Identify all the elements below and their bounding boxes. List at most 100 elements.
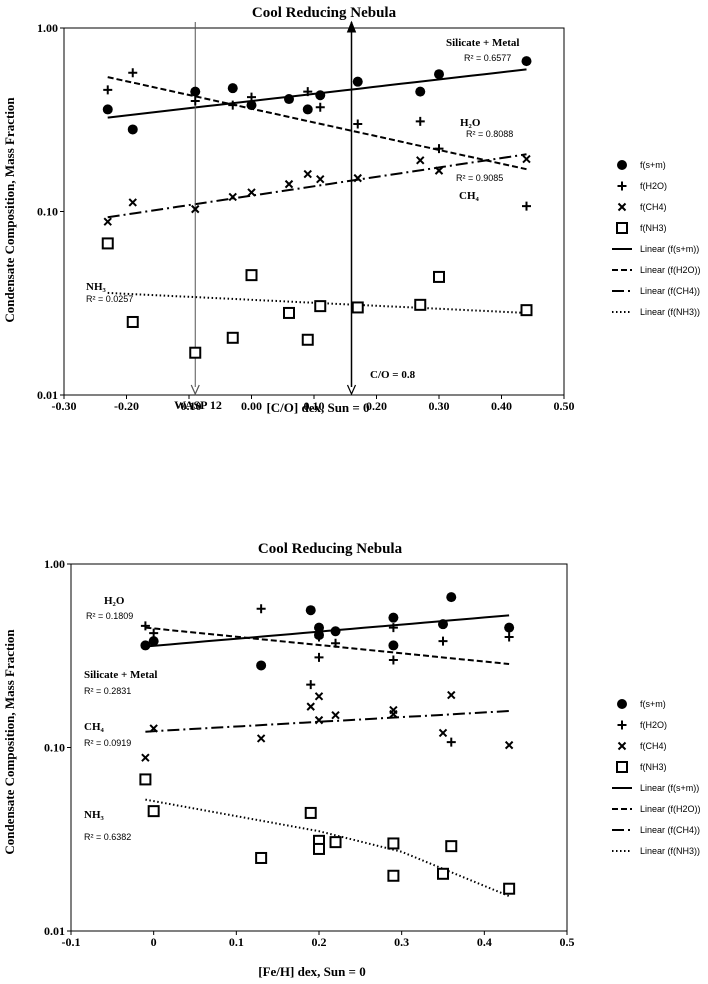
data-point	[314, 692, 324, 701]
data-point	[302, 104, 313, 115]
y-tick-label: 0.01	[44, 924, 65, 938]
data-point	[438, 636, 448, 646]
data-point	[149, 724, 158, 733]
co-ratio-label: C/O = 0.8	[370, 369, 416, 381]
legend-label: f(s+m)	[640, 699, 666, 709]
label-nh3: NH₃	[84, 809, 105, 821]
data-point	[521, 56, 532, 67]
data-point	[303, 169, 312, 179]
y-axis-label: Condensate Composition, Mass Fraction	[2, 629, 17, 855]
data-point	[314, 622, 324, 633]
label-silicate-metal: Silicate + Metal	[446, 37, 519, 49]
data-point	[128, 68, 138, 78]
data-point	[227, 83, 238, 94]
x-tick-label: -0.20	[114, 399, 139, 413]
arrow-up-icon	[346, 20, 357, 33]
y-tick-label: 0.01	[37, 388, 58, 402]
data-point	[245, 269, 258, 282]
x-tick-label: 0.30	[429, 399, 450, 413]
data-point	[103, 85, 113, 95]
legend-label: f(s+m)	[640, 160, 666, 170]
data-point	[256, 604, 266, 614]
r2-ch4: R² = 0.9085	[456, 173, 503, 183]
legend-label: Linear (f(s+m))	[640, 244, 699, 254]
x-tick-label: -0.10	[177, 399, 202, 413]
legend-label: Linear (f(CH4))	[640, 825, 700, 835]
x-tick-label: 0.10	[304, 399, 325, 413]
x-tick-label: 0.5	[560, 935, 575, 949]
label-h2o: H₂O	[104, 595, 125, 607]
data-point	[314, 632, 324, 642]
data-point	[522, 154, 531, 164]
r2-ch4: R² = 0.0919	[84, 738, 131, 748]
chart-co: Cool Reducing Nebula [C/O] dex, Sun = 0 …	[2, 5, 701, 415]
data-point	[283, 306, 295, 319]
label-h2o: H₂O	[460, 117, 481, 129]
x-tick-label: -0.1	[62, 935, 81, 949]
data-point	[149, 628, 159, 638]
trendline	[145, 710, 510, 733]
chart-title: Cool Reducing Nebula	[252, 5, 397, 21]
plot-frame	[70, 563, 568, 932]
data-point	[306, 680, 316, 690]
legend-marker	[616, 222, 628, 234]
data-point	[190, 96, 200, 106]
trendline	[107, 153, 527, 219]
y-axis-label: Condensate Composition, Mass Fraction	[2, 97, 17, 323]
data-point	[301, 333, 314, 346]
data-point	[388, 623, 398, 633]
label-ch4: CH₄	[84, 721, 105, 733]
label-nh3: NH₃	[86, 281, 107, 293]
legend-label: Linear (f(NH3))	[640, 846, 700, 856]
y-tick-label: 1.00	[37, 21, 58, 35]
data-point	[446, 737, 456, 747]
data-point	[387, 869, 400, 882]
data-point	[331, 710, 340, 720]
data-point	[102, 104, 113, 115]
legend-marker	[617, 160, 627, 170]
data-point	[305, 605, 316, 616]
data-point	[389, 709, 398, 719]
label-silicate-metal: Silicate + Metal	[84, 669, 157, 681]
data-point	[331, 638, 341, 648]
data-point	[101, 237, 114, 250]
trendline	[107, 291, 527, 314]
x-tick-label: 0.1	[229, 935, 244, 949]
y-tick-label: 1.00	[44, 557, 65, 571]
data-point	[228, 192, 237, 202]
r2-h2o: R² = 0.1809	[86, 611, 133, 621]
data-point	[246, 100, 257, 111]
data-point	[190, 86, 201, 97]
legend-marker	[616, 761, 628, 773]
legend-marker	[617, 202, 627, 212]
data-point	[438, 728, 448, 738]
data-point	[446, 592, 457, 603]
arrow-down-icon	[190, 384, 200, 396]
y-tick-label: 0.10	[44, 741, 65, 755]
legend-marker	[617, 699, 627, 709]
legend-label: Linear (f(NH3))	[640, 307, 700, 317]
legend-label: f(H2O)	[640, 720, 667, 730]
data-point	[433, 270, 445, 283]
arrow-down-icon	[346, 384, 357, 396]
data-point	[189, 346, 202, 359]
data-point	[434, 69, 444, 80]
data-point	[414, 298, 427, 311]
data-point	[247, 92, 256, 102]
r2-nh3: R² = 0.0257	[86, 294, 133, 304]
chart-feh: Cool Reducing Nebula [Fe/H] dex, Sun = 0…	[2, 541, 701, 979]
trendline	[145, 626, 510, 665]
data-point	[314, 652, 324, 662]
x-tick-label: 0.00	[241, 399, 262, 413]
trendline	[145, 798, 510, 898]
legend-label: f(NH3)	[640, 762, 667, 772]
data-point	[329, 836, 342, 849]
data-point	[520, 304, 533, 317]
data-point	[416, 156, 425, 165]
data-point	[304, 806, 317, 819]
data-point	[316, 174, 325, 184]
data-point	[504, 632, 514, 642]
data-point	[314, 715, 324, 725]
data-point	[226, 331, 239, 344]
